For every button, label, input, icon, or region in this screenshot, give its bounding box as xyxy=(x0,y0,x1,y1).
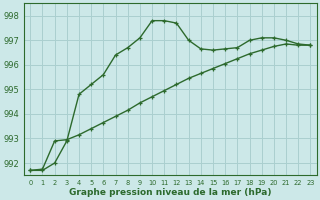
X-axis label: Graphe pression niveau de la mer (hPa): Graphe pression niveau de la mer (hPa) xyxy=(69,188,272,197)
